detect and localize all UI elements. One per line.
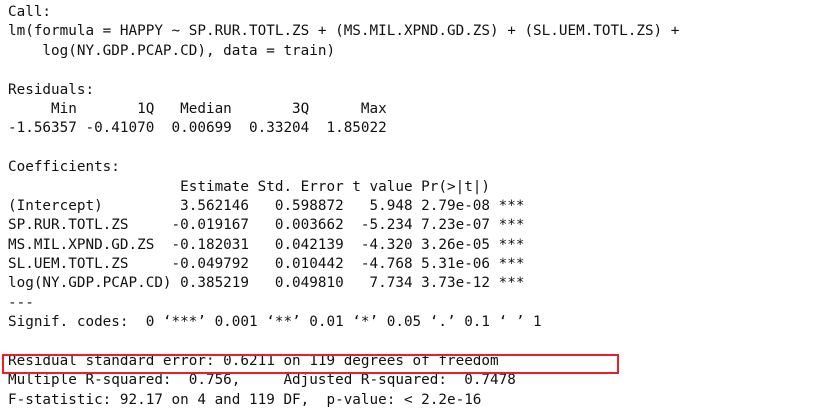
- call-header: Call:: [8, 4, 52, 20]
- blank-line: [8, 333, 823, 352]
- coefficients-header: Coefficients:: [8, 159, 120, 176]
- coef-row-sp-rur-totl-zs: SP.RUR.TOTL.ZS -0.019167 0.003662 -5.234…: [8, 217, 525, 234]
- residuals-column-headers: Min 1Q Median 3Q Max: [8, 100, 396, 117]
- coef-row-sl-uem-totl-zs: SL.UEM.TOTL.ZS -0.049792 0.010442 -4.768…: [8, 256, 525, 273]
- separator-dashes: ---: [8, 294, 34, 311]
- residuals-values: -1.56357 -0.41070 0.00699 0.33204 1.8502…: [8, 120, 396, 137]
- f-statistic-line: F-statistic: 92.17 on 4 and 119 DF, p-va…: [8, 391, 482, 408]
- coef-row-log-gdp-pcap: log(NY.GDP.PCAP.CD) 0.385219 0.049810 7.…: [8, 275, 525, 292]
- r-squared-line: Multiple R-squared: 0.756, Adjusted R-sq…: [8, 372, 525, 389]
- coefficients-column-headers: Estimate Std. Error t value Pr(>|t|): [8, 178, 525, 195]
- blank-line: [8, 139, 823, 158]
- r-console-output: Call: lm(formula = HAPPY ~ SP.RUR.TOTL.Z…: [8, 3, 823, 410]
- signif-codes: Signif. codes: 0 ‘***’ 0.001 ‘**’ 0.01 ‘…: [8, 314, 542, 331]
- coef-row-ms-mil-xpnd-gd-zs: MS.MIL.XPND.GD.ZS -0.182031 0.042139 -4.…: [8, 236, 525, 253]
- coef-row-intercept: (Intercept) 3.562146 0.598872 5.948 2.79…: [8, 197, 525, 214]
- residual-standard-error: Residual standard error: 0.6211 on 119 d…: [8, 353, 499, 370]
- formula-line-1: lm(formula = HAPPY ~ SP.RUR.TOTL.ZS + (M…: [8, 23, 680, 40]
- formula-line-2: log(NY.GDP.PCAP.CD), data = train): [8, 42, 336, 59]
- residuals-header: Residuals:: [8, 81, 95, 98]
- blank-line: [8, 61, 823, 80]
